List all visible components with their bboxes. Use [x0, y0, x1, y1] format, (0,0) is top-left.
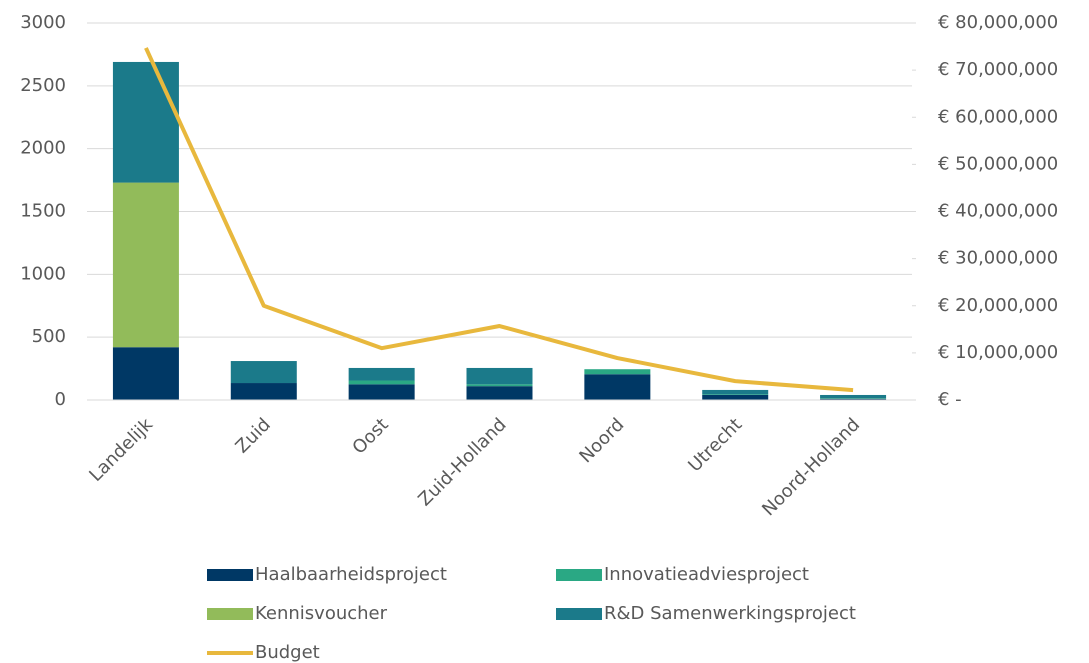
bar: [466, 386, 533, 400]
bar: [112, 61, 179, 183]
legend-swatch: [556, 569, 602, 581]
y2-tick-label: € -: [938, 389, 962, 410]
bar: [230, 361, 297, 384]
bar: [112, 182, 179, 348]
bar: [820, 398, 887, 400]
y2-tick-label: € 50,000,000: [938, 153, 1058, 174]
legend-swatch: [207, 569, 253, 581]
bar: [112, 347, 179, 400]
y-tick-label: 2500: [20, 75, 66, 96]
legend-label: Kennisvoucher: [255, 603, 388, 624]
y2-tick-label: € 20,000,000: [938, 295, 1058, 316]
legend-label: Haalbaarheidsproject: [255, 564, 447, 585]
bar: [820, 394, 887, 399]
bar: [702, 394, 769, 400]
x-tick-label: Noord-Holland: [758, 414, 864, 520]
x-tick-label: Noord: [575, 414, 628, 467]
legend-label: Innovatieadviesproject: [604, 564, 809, 585]
bar: [702, 394, 769, 395]
bar: [702, 389, 769, 395]
legend-label: R&D Samenwerkingsproject: [604, 603, 856, 624]
x-tick-label: Zuid-Holland: [414, 414, 510, 510]
bar: [348, 384, 415, 400]
x-tick-label: Utrecht: [684, 414, 746, 476]
bar: [584, 369, 651, 375]
x-tick-label: Zuid: [232, 414, 275, 457]
bar: [230, 383, 297, 400]
y2-tick-label: € 10,000,000: [938, 342, 1058, 363]
y-tick-label: 2000: [20, 138, 66, 159]
legend-swatch: [556, 608, 602, 620]
bar: [348, 380, 415, 385]
bar: [466, 367, 533, 385]
y-tick-label: 500: [32, 326, 66, 347]
bar: [584, 374, 651, 400]
y2-tick-label: € 60,000,000: [938, 106, 1058, 127]
bar: [820, 398, 887, 399]
y-tick-label: 3000: [20, 12, 66, 33]
line: [144, 47, 854, 393]
y-tick-label: 1000: [20, 263, 66, 284]
x-tick-label: Landelijk: [85, 414, 157, 486]
bar: [466, 384, 533, 387]
legend-swatch: [207, 608, 253, 620]
legend-label: Budget: [255, 642, 320, 663]
y-tick-label: 0: [55, 389, 66, 410]
y2-tick-label: € 70,000,000: [938, 59, 1058, 80]
y2-tick-label: € 30,000,000: [938, 248, 1058, 269]
y2-tick-label: € 80,000,000: [938, 12, 1058, 33]
bar: [348, 367, 415, 381]
y-tick-label: 1500: [20, 201, 66, 222]
y2-tick-label: € 40,000,000: [938, 201, 1058, 222]
x-tick-label: Oost: [348, 414, 392, 458]
